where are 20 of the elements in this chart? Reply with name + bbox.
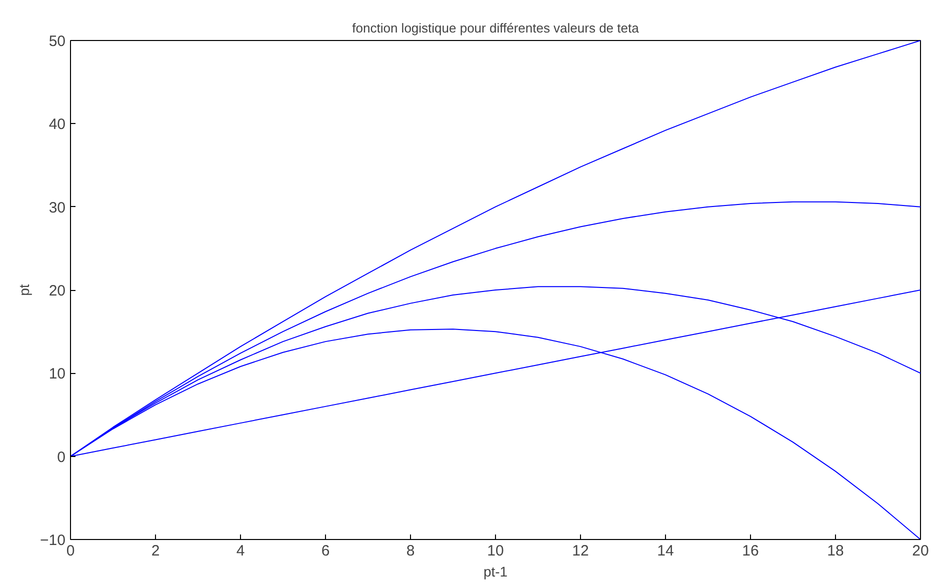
y-tick-label: 10	[48, 366, 66, 383]
x-tick-label: 2	[151, 542, 160, 560]
x-tick-label: 20	[912, 542, 929, 560]
x-tick-label: 6	[321, 542, 330, 560]
y-tick-label: 20	[48, 282, 66, 300]
x-tick-label: 4	[236, 542, 245, 560]
y-tick-label: −10	[40, 532, 66, 549]
x-tick-label: 18	[827, 542, 844, 560]
y-tick-label: 0	[57, 448, 66, 466]
y-tick-label: 30	[48, 199, 66, 216]
x-axis-title: pt-1	[483, 564, 508, 580]
x-tick-label: 14	[657, 542, 674, 560]
x-tick-label: 10	[487, 542, 504, 560]
x-tick-label: 8	[406, 542, 415, 560]
y-tick-label: 50	[48, 33, 66, 50]
y-axis-title: pt	[16, 284, 32, 296]
x-tick-label: 16	[742, 542, 759, 560]
y-tick-label: 40	[48, 116, 66, 134]
chart-title: fonction logistique pour différentes valeurs de teta	[352, 20, 640, 36]
x-tick-label: 12	[572, 542, 589, 560]
